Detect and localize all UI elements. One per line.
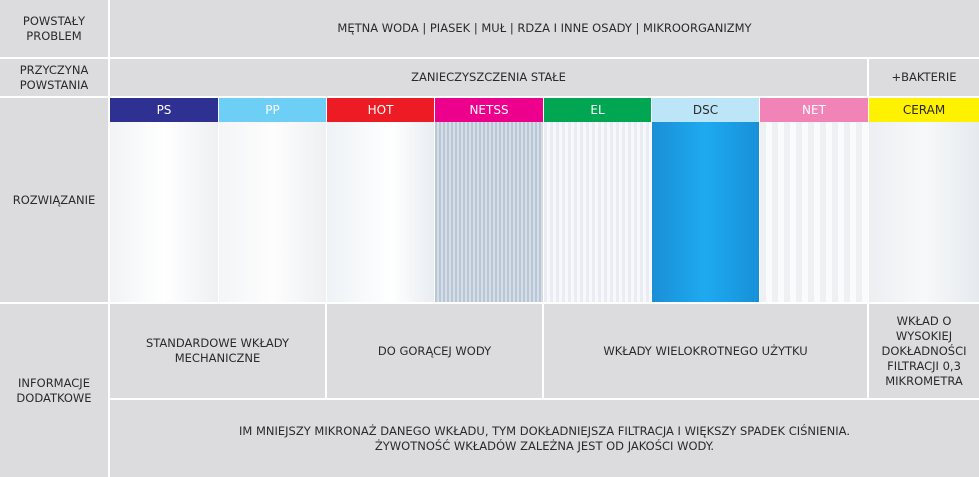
note-line-2: ŻYWOTNOŚĆ WKŁADÓW ZALEŻNA JEST OD JAKOŚC… bbox=[374, 438, 715, 453]
cause-bacteria: +BAKTERIE bbox=[869, 59, 979, 96]
filter-header-el: EL bbox=[544, 98, 651, 122]
solution-label: ROZWIĄZANIE bbox=[0, 98, 108, 302]
info-ceram: WKŁAD O WYSOKIEJ DOKŁADNOŚCI FILTRACJI 0… bbox=[869, 304, 979, 398]
note-line-1: IM MNIEJSZY MIKRONAŻ DANEGO WKŁADU, TYM … bbox=[239, 423, 850, 438]
info-label: INFORMACJE DODATKOWE bbox=[0, 304, 108, 477]
filter-image-ps bbox=[110, 122, 218, 302]
filter-header-pp: PP bbox=[219, 98, 326, 122]
filter-header-ps: PS bbox=[110, 98, 218, 122]
filter-header-hot: HOT bbox=[327, 98, 434, 122]
filter-image-dsc bbox=[652, 122, 759, 302]
cause-label: PRZYCZYNA POWSTANIA bbox=[0, 59, 108, 96]
filter-image-hot bbox=[327, 122, 434, 302]
filter-header-dsc: DSC bbox=[652, 98, 759, 122]
filter-image-ceram bbox=[869, 122, 979, 302]
info-hot: DO GORĄCEJ WODY bbox=[327, 304, 542, 398]
note: IM MNIEJSZY MIKRONAŻ DANEGO WKŁADU, TYM … bbox=[110, 400, 979, 477]
filter-image-el bbox=[544, 122, 651, 302]
filter-image-pp bbox=[219, 122, 326, 302]
problem-value: MĘTNA WODA | PIASEK | MUŁ | RDZA I INNE … bbox=[110, 0, 979, 57]
cause-solid: ZANIECZYSZCZENIA STAŁE bbox=[110, 59, 867, 96]
filter-image-net bbox=[760, 122, 868, 302]
info-standard: STANDARDOWE WKŁADY MECHANICZNE bbox=[110, 304, 325, 398]
filter-header-netss: NETSS bbox=[435, 98, 543, 122]
filter-header-ceram: CERAM bbox=[869, 98, 979, 122]
filter-image-netss bbox=[435, 122, 543, 302]
info-reusable: WKŁADY WIELOKROTNEGO UŻYTKU bbox=[544, 304, 867, 398]
problem-label: POWSTAŁY PROBLEM bbox=[0, 0, 108, 57]
filter-header-net: NET bbox=[760, 98, 868, 122]
